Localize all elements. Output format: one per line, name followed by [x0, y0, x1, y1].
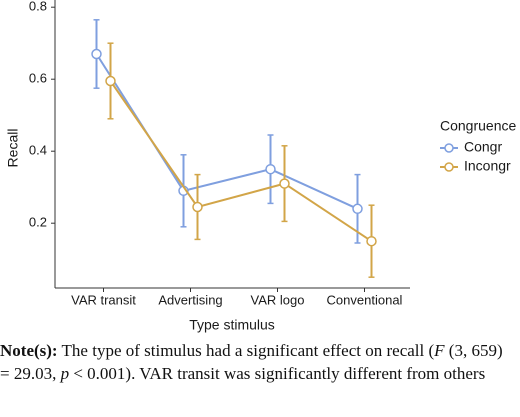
- legend-marker: [444, 143, 454, 153]
- note-text: F: [434, 341, 445, 360]
- point: [279, 178, 290, 189]
- legend-title: Congruence: [440, 118, 516, 134]
- series-line: [109, 80, 373, 243]
- note-label: Note(s):: [0, 341, 58, 360]
- point: [192, 201, 203, 213]
- y-tick-label: 0.2: [29, 215, 47, 230]
- x-tick-label: Advertising: [158, 292, 222, 307]
- note-text: The type of stimulus had a significant e…: [57, 341, 435, 360]
- note-text: p: [60, 363, 70, 383]
- legend-label: Incongr: [464, 158, 511, 174]
- point: [265, 163, 276, 175]
- legend-label: Congr: [464, 139, 502, 155]
- y-tick-label: 0.4: [29, 143, 47, 158]
- y-tick-label: 0.6: [29, 71, 47, 86]
- point: [366, 235, 377, 247]
- point: [352, 203, 363, 215]
- y-axis-label: Recall: [5, 129, 21, 168]
- note: Note(s): The type of stimulus had a sign…: [0, 340, 515, 385]
- note-text: < 0.001). VAR transit was significantly …: [69, 363, 486, 383]
- point: [105, 75, 116, 87]
- chart: Recall Type stimulus Congruence 0.2 0.4 0.…: [5, 0, 516, 333]
- legend-marker: [444, 162, 454, 172]
- y-tick-label: 0.8: [29, 0, 47, 14]
- x-axis-label: Type stimulus: [189, 317, 275, 333]
- series-line: [95, 53, 358, 210]
- x-tick-label: Conventional: [327, 292, 403, 307]
- x-tick-label: VAR logo: [251, 292, 305, 307]
- point: [91, 48, 102, 60]
- x-tick-label: VAR transit: [71, 292, 136, 307]
- note-text: (3, 659) = 29.03,: [0, 341, 503, 383]
